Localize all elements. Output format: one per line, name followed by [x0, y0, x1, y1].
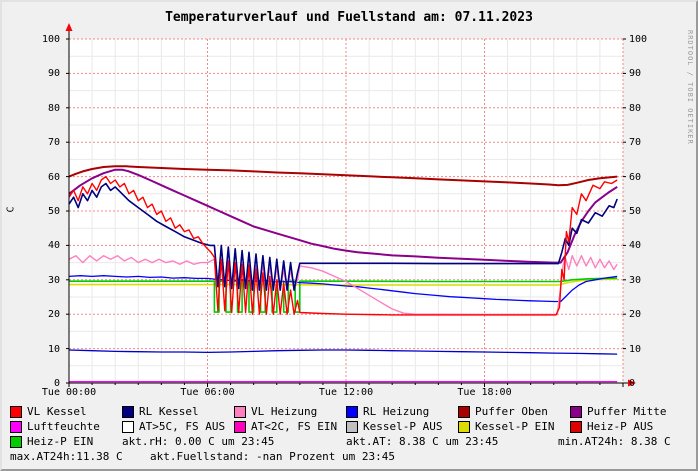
x-tick-label: Tue 12:00 [318, 387, 374, 398]
y-tick-label-left: 0 [53, 378, 60, 389]
y-tick-label-right: 90 [629, 68, 642, 80]
y-tick-label-left: 80 [47, 102, 60, 114]
legend-item: AT<2C, FS EIN [234, 420, 346, 433]
legend-label: VL Heizung [251, 405, 318, 418]
legend-stat: akt.rH: 0.00 C um 23:45 [122, 435, 346, 448]
y-tick-label-right: 0 [629, 378, 636, 389]
legend-swatch [10, 435, 22, 448]
y-tick-label-left: 100 [41, 34, 60, 45]
x-tick-label: Tue 18:00 [457, 387, 512, 398]
y-tick-label-right: 10 [629, 343, 642, 355]
y-tick-label-right: 80 [629, 102, 642, 114]
legend-label: akt.AT: 8.38 C um 23:45 [346, 435, 499, 448]
chart-legend: VL Kessel RL Kessel VL Heizung RL Heizung Pu… [10, 404, 692, 464]
legend-label: akt.rH: 0.00 C um 23:45 [122, 435, 275, 448]
legend-label: VL Kessel [27, 405, 87, 418]
legend-item: Kessel-P EIN [458, 420, 570, 433]
legend-item: Kessel-P AUS [346, 420, 458, 433]
y-tick-label-left: 40 [47, 240, 60, 252]
legend-label: Puffer Mitte [587, 405, 667, 418]
legend-item: Puffer Mitte [570, 405, 682, 418]
y-tick-label-left: 50 [47, 206, 60, 217]
chart-title: Temperaturverlauf und Fuellstand am: 07.… [165, 10, 533, 25]
series-puffer-mitte [68, 168, 618, 264]
legend-stat: max.AT24h:11.38 C [10, 450, 150, 463]
legend-swatch [346, 405, 358, 418]
rrdtool-watermark: RRDTOOL / TOBI OETIKER [686, 30, 694, 145]
y-tick-label-right: 100 [629, 34, 648, 45]
legend-row: Heiz-P EIN akt.rH: 0.00 C um 23:45 akt.AT:… [10, 434, 692, 449]
legend-swatch [122, 405, 134, 418]
series-rl-heizung [68, 275, 618, 303]
legend-label: Kessel-P AUS [363, 420, 443, 433]
legend-row: VL Kessel RL Kessel VL Heizung RL Heizung Pu… [10, 404, 692, 419]
legend-label: AT>5C, FS AUS [139, 420, 226, 433]
plot-area [65, 23, 636, 387]
legend-label: RL Kessel [139, 405, 199, 418]
legend-swatch [458, 405, 470, 418]
legend-label: max.AT24h:11.38 C [10, 450, 123, 463]
series-rl-kessel [68, 182, 618, 291]
series-at-aussentemperatur [68, 349, 618, 355]
y-tick-label-left: 60 [47, 171, 60, 183]
y-axis-arrow [65, 23, 73, 31]
y-tick-label-left: 20 [47, 309, 60, 321]
legend-item: RL Kessel [122, 405, 234, 418]
legend-swatch [346, 420, 358, 433]
legend-stat: min.AT24h: 8.38 C [558, 435, 671, 448]
legend-swatch [458, 420, 470, 433]
legend-item: VL Heizung [234, 405, 346, 418]
y-tick-label-right: 30 [629, 274, 642, 286]
y-tick-label-left: 90 [47, 68, 60, 80]
legend-item: AT>5C, FS AUS [122, 420, 234, 433]
legend-row: max.AT24h:11.38 C akt.Fuellstand: -nan Pr… [10, 449, 692, 464]
legend-item: Heiz-P EIN [10, 435, 122, 448]
y-tick-label-right: 60 [629, 171, 642, 183]
legend-label: Kessel-P EIN [475, 420, 555, 433]
legend-item: Puffer Oben [458, 405, 570, 418]
legend-label: RL Heizung [363, 405, 430, 418]
legend-label: AT<2C, FS EIN [251, 420, 338, 433]
legend-label: Puffer Oben [475, 405, 548, 418]
series-puffer-oben [68, 165, 618, 187]
legend-swatch [122, 420, 134, 433]
y-tick-label-right: 40 [629, 240, 642, 252]
legend-stat: akt.AT: 8.38 C um 23:45 [346, 435, 558, 448]
legend-swatch [10, 405, 22, 418]
y-tick-label-left: 30 [47, 274, 60, 286]
legend-swatch [570, 420, 582, 433]
legend-label: Heiz-P AUS [587, 420, 654, 433]
series-vl-kessel [68, 175, 618, 316]
x-tick-label: Tue 00:00 [41, 387, 97, 398]
legend-label: Heiz-P EIN [27, 435, 94, 448]
y-tick-label-right: 50 [629, 206, 642, 217]
x-tick-label: Tue 06:00 [180, 387, 235, 398]
legend-item: VL Kessel [10, 405, 122, 418]
legend-label: min.AT24h: 8.38 C [558, 435, 671, 448]
legend-swatch [570, 405, 582, 418]
legend-swatch [234, 405, 246, 418]
legend-item: RL Heizung [346, 405, 458, 418]
x-axis-arrow [628, 379, 636, 387]
legend-label: akt.Fuellstand: -nan Prozent um 23:45 [150, 450, 396, 463]
legend-label: Luftfeuchte [27, 420, 100, 433]
y-tick-label-left: 70 [47, 137, 60, 149]
y-tick-label-right: 70 [629, 137, 642, 149]
legend-item: Luftfeuchte [10, 420, 122, 433]
y-tick-label-left: 10 [47, 343, 60, 355]
legend-item: Heiz-P AUS [570, 420, 682, 433]
legend-row: Luftfeuchte AT>5C, FS AUS AT<2C, FS EIN Kes… [10, 419, 692, 434]
legend-swatch [234, 420, 246, 433]
legend-swatch [10, 420, 22, 433]
y-tick-label-right: 20 [629, 309, 642, 321]
legend-stat: akt.Fuellstand: -nan Prozent um 23:45 [150, 450, 395, 463]
